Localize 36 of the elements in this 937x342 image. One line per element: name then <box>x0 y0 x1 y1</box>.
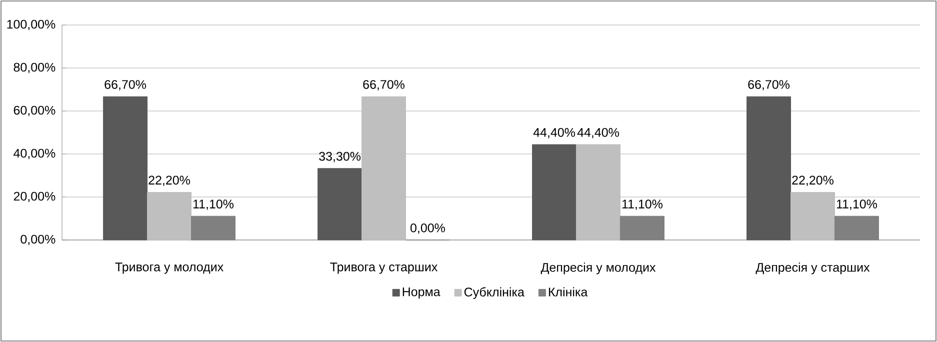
legend-label: Субклініка <box>464 287 524 299</box>
y-tick-label: 40,00% <box>14 148 56 160</box>
bar <box>318 168 362 240</box>
data-label: 66,70% <box>748 80 790 90</box>
legend-label: Норма <box>402 287 440 299</box>
bar <box>362 96 406 240</box>
x-tick-label: Депресія у старших <box>756 262 870 274</box>
x-tick-label: Тривога у старших <box>330 262 438 274</box>
data-label: 11,10% <box>193 200 234 210</box>
data-label: 22,20% <box>148 176 190 186</box>
bar <box>746 96 792 240</box>
bar <box>620 216 664 240</box>
y-tick-label: 100,00% <box>7 20 56 30</box>
bar <box>147 192 192 240</box>
x-tick-label: Тривога у молодих <box>115 262 224 274</box>
y-tick-label: 60,00% <box>14 106 56 116</box>
bar <box>576 144 620 240</box>
x-tick-label: Депресія у молодих <box>540 262 656 274</box>
data-label: 11,10% <box>836 200 877 210</box>
bar <box>532 144 577 240</box>
legend-label: Клініка <box>548 287 588 296</box>
bar <box>103 96 148 240</box>
bar <box>790 192 835 240</box>
data-label: 44,40% <box>577 128 619 138</box>
data-label: 22,20% <box>792 176 834 186</box>
data-label: 66,70% <box>363 80 404 90</box>
y-tick-label: 20,00% <box>14 192 56 202</box>
data-label: 66,70% <box>104 80 146 90</box>
bar <box>834 216 879 240</box>
data-label: 0,00% <box>410 223 445 234</box>
bar <box>191 216 236 240</box>
data-label: 11,10% <box>622 200 662 210</box>
y-tick-label: 80,00% <box>14 62 56 74</box>
y-tick-label: 0,00% <box>20 234 56 246</box>
data-label: 33,30% <box>319 152 361 162</box>
data-label: 44,40% <box>533 128 576 138</box>
